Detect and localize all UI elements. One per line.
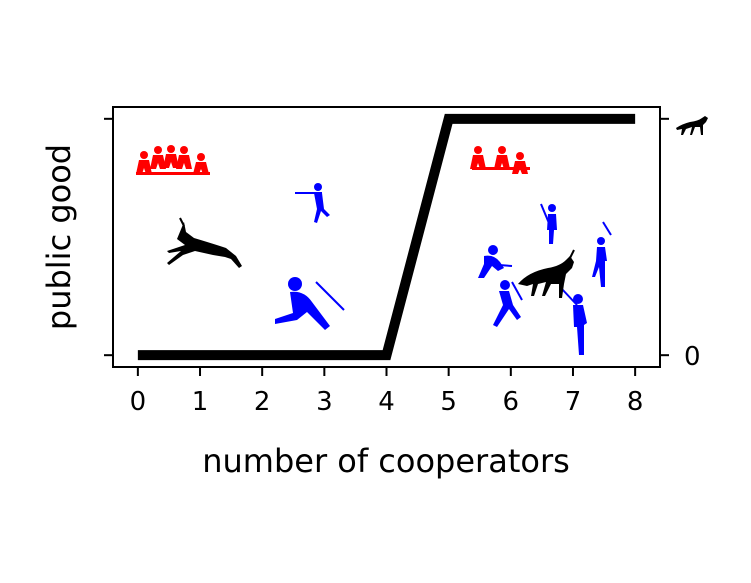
black-leaping-deer-icon — [167, 217, 242, 268]
series-line-0 — [137, 113, 636, 361]
x-axis-label: number of cooperators — [202, 442, 570, 480]
right-y-top-tick-deer-icon — [676, 116, 708, 135]
x-tick-labels: 0 1 2 3 4 5 6 7 8 — [130, 387, 644, 417]
x-tick-label-0: 0 — [130, 387, 147, 417]
x-tick-label-1: 1 — [192, 387, 209, 417]
hunter-lunging-icon — [275, 277, 345, 330]
x-tick-label-2: 2 — [254, 387, 271, 417]
red-seated-group-right-icon — [470, 146, 530, 174]
hunter-group-right-icon — [478, 203, 612, 355]
x-tick-marks — [136, 367, 637, 376]
x-tick-label-7: 7 — [565, 387, 582, 417]
red-seated-group-left-icon — [136, 145, 210, 175]
x-tick-label-4: 4 — [378, 387, 395, 417]
series-layer — [137, 113, 636, 361]
blue-hunter-figures-icon — [275, 183, 612, 355]
x-tick-label-8: 8 — [627, 387, 644, 417]
black-standing-deer-icon — [518, 249, 575, 298]
y-axis-label: public good — [40, 144, 78, 330]
right-y-tick-label-0: 0 — [684, 342, 701, 372]
x-tick-label-3: 3 — [316, 387, 333, 417]
hunter-running-small-icon — [295, 183, 330, 223]
x-tick-label-6: 6 — [503, 387, 520, 417]
x-tick-label-5: 5 — [440, 387, 457, 417]
